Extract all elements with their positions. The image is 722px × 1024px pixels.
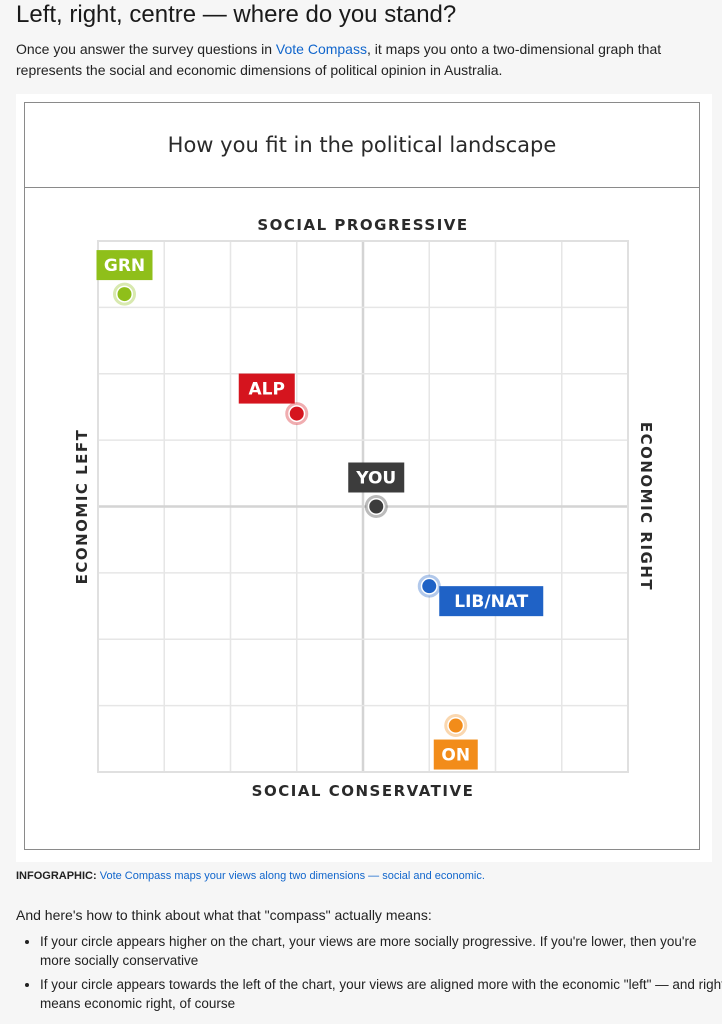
vote-compass-link[interactable]: Vote Compass	[275, 41, 367, 57]
chart-title: How you fit in the political landscape	[25, 103, 699, 188]
plot-border	[97, 240, 629, 773]
point-grn	[117, 287, 132, 302]
point-label-box-grn	[96, 250, 153, 281]
page-headline: Left, right, centre — where do you stand…	[16, 1, 457, 28]
axis-label-top: SOCIAL PROGRESSIVE	[257, 216, 468, 234]
point-label-alp: ALP	[249, 380, 285, 400]
point-label-on: ON	[441, 746, 470, 766]
point-you	[369, 499, 384, 514]
intro-text-before: Once you answer the survey questions in	[16, 41, 276, 57]
point-label-lib-nat: LIB/NAT	[454, 592, 528, 612]
figure-caption: INFOGRAPHIC: Vote Compass maps your view…	[16, 868, 706, 884]
point-label-box-alp	[238, 373, 295, 404]
political-compass-chart: SOCIAL PROGRESSIVE SOCIAL CONSERVATIVE ECO…	[73, 216, 655, 800]
axis-label-bottom: SOCIAL CONSERVATIVE	[252, 782, 475, 800]
explainer-lead: And here's how to think about what that …	[16, 907, 432, 923]
intro-text-after: , it maps you onto a two-dimensional gra…	[16, 41, 662, 78]
point-lib-nat	[422, 579, 437, 594]
infographic-figure: How you fit in the political landscape S…	[16, 94, 712, 862]
point-label-you: YOU	[355, 469, 396, 489]
caption-label: INFOGRAPHIC:	[16, 870, 97, 882]
axis-label-right: ECONOMIC RIGHT	[637, 422, 655, 591]
point-label-grn: GRN	[104, 256, 145, 276]
axis-label-left: ECONOMIC LEFT	[73, 429, 91, 585]
list-item: If your circle appears towards the left …	[40, 975, 722, 1013]
point-on	[448, 718, 463, 733]
point-label-box-on	[433, 739, 478, 770]
point-label-box-you	[348, 462, 405, 493]
list-item: If your circle appears higher on the cha…	[40, 932, 722, 970]
point-alp	[289, 406, 304, 421]
intro-paragraph: Once you answer the survey questions in …	[16, 39, 706, 81]
caption-link[interactable]: Vote Compass maps your views along two d…	[99, 870, 485, 882]
point-label-box-lib-nat	[439, 586, 544, 617]
explainer-list: If your circle appears higher on the cha…	[16, 932, 722, 1018]
